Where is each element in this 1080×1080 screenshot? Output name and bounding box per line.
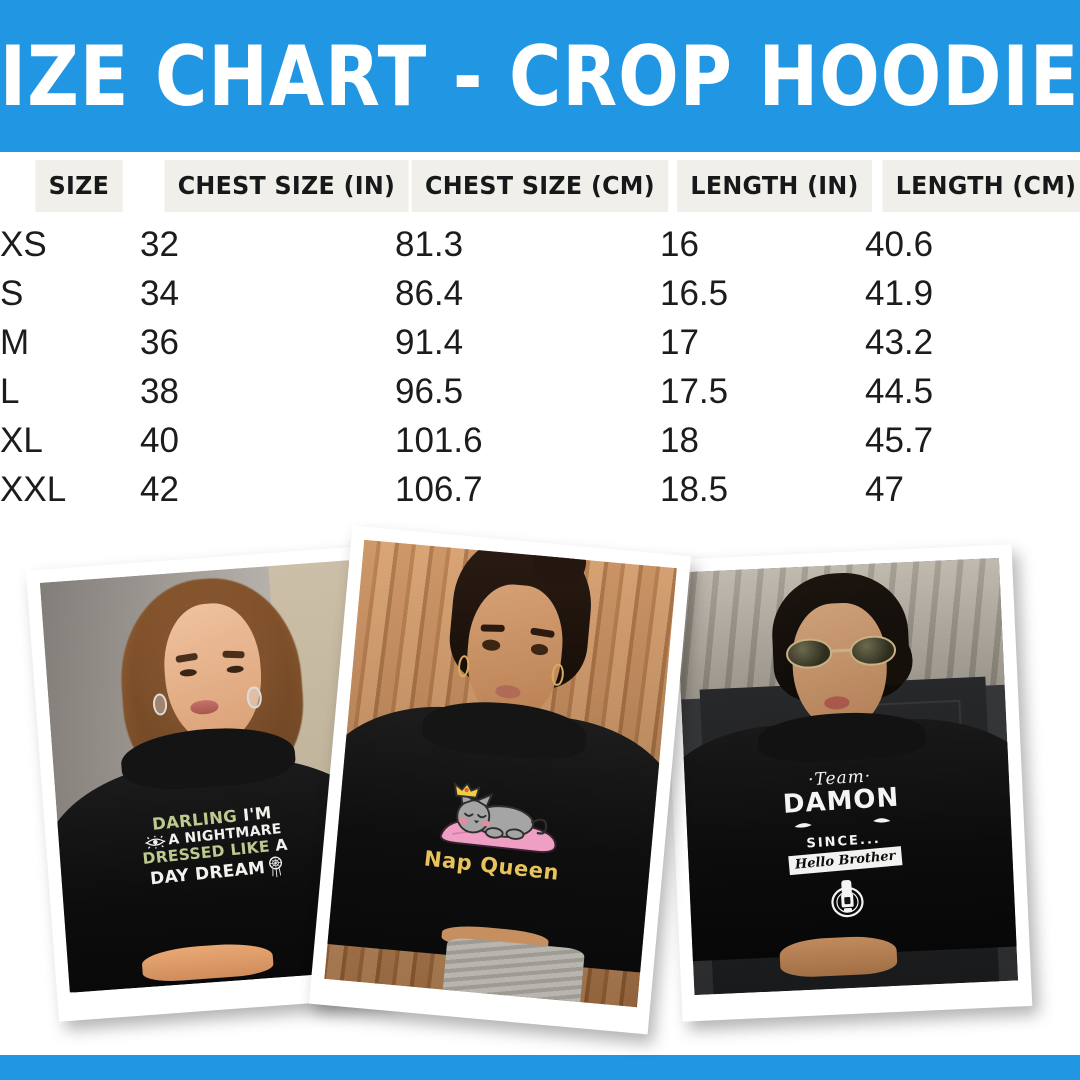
cell-length-in: 16.5 <box>660 273 729 313</box>
model-sweatpants <box>443 937 586 1003</box>
sunglasses-lens-right <box>849 634 897 667</box>
sleeping-cat-icon <box>396 776 597 863</box>
cell-length-in: 17 <box>660 322 699 362</box>
header-band: SIZE CHART - CROP HOODIES <box>0 0 1080 152</box>
page-title: SIZE CHART - CROP HOODIES <box>0 27 1080 125</box>
hoodie-print-team-damon: ·Team· DAMON SINCE... Hello Brother <box>745 763 942 925</box>
cell-size: XXL <box>0 469 67 509</box>
ring-emblem-icon <box>825 871 868 919</box>
cell-chest-cm: 96.5 <box>395 371 464 411</box>
cell-length-cm: 43.2 <box>865 322 934 362</box>
cell-chest-in: 40 <box>140 420 179 460</box>
print-word-a: A <box>274 836 289 856</box>
sunglasses-icon <box>785 634 897 670</box>
model-eyebrow-left <box>480 624 505 633</box>
hoodie-print-nap-queen: Nap Queen <box>394 776 597 887</box>
crow-icon <box>748 810 937 840</box>
cell-size: XS <box>0 224 47 264</box>
photo-image-nap-queen: Nap Queen <box>324 539 677 1008</box>
table-row: S 34 86.4 16.5 41.9 <box>0 269 1080 318</box>
cell-chest-in: 36 <box>140 322 179 362</box>
cell-chest-in: 32 <box>140 224 179 264</box>
cell-length-cm: 44.5 <box>865 371 934 411</box>
cell-chest-in: 42 <box>140 469 179 509</box>
cell-length-cm: 47 <box>865 469 904 509</box>
cell-chest-cm: 91.4 <box>395 322 464 362</box>
table-row: XS 32 81.3 16 40.6 <box>0 220 1080 269</box>
column-header-chest-in: CHEST SIZE (IN) <box>140 152 409 220</box>
model-eyebrow-right <box>222 650 245 659</box>
sunglasses-bridge <box>831 649 851 653</box>
size-chart-table: SIZE CHEST SIZE (IN) CHEST SIZE (CM) LEN… <box>0 152 1080 514</box>
cell-chest-cm: 106.7 <box>395 469 483 509</box>
cell-length-in: 18.5 <box>660 469 729 509</box>
cell-length-cm: 41.9 <box>865 273 934 313</box>
cell-size: S <box>0 273 24 313</box>
column-header-length-cm: LENGTH (CM) <box>865 152 1080 220</box>
photo-image-darling: DARLING I'M A NIGHTMARE <box>39 560 380 993</box>
footer-band <box>0 1055 1080 1080</box>
cell-chest-in: 34 <box>140 273 179 313</box>
eye-icon <box>145 835 166 850</box>
table-row: XXL 42 106.7 18.5 47 <box>0 465 1080 514</box>
model-midriff <box>779 935 898 979</box>
table-row: XL 40 101.6 18 45.7 <box>0 416 1080 465</box>
cell-chest-cm: 86.4 <box>395 273 464 313</box>
product-photo-team-damon: ·Team· DAMON SINCE... Hello Brother <box>661 544 1033 1022</box>
cell-size: M <box>0 322 30 362</box>
cell-length-in: 18 <box>660 420 699 460</box>
product-photo-nap-queen: Nap Queen <box>308 525 692 1035</box>
cell-length-cm: 45.7 <box>865 420 934 460</box>
table-header-row: SIZE CHEST SIZE (IN) CHEST SIZE (CM) LEN… <box>0 152 1080 220</box>
table-row: M 36 91.4 17 43.2 <box>0 318 1080 367</box>
cell-size: XL <box>0 420 43 460</box>
sunglasses-lens-left <box>785 637 833 670</box>
photo-image-team-damon: ·Team· DAMON SINCE... Hello Brother <box>675 557 1019 996</box>
size-chart-table-area: SIZE CHEST SIZE (IN) CHEST SIZE (CM) LEN… <box>0 152 1080 537</box>
cell-length-cm: 40.6 <box>865 224 934 264</box>
cell-chest-cm: 81.3 <box>395 224 464 264</box>
cell-chest-in: 38 <box>140 371 179 411</box>
cell-size: L <box>0 371 20 411</box>
print-line-2: A NIGHTMARE <box>105 818 323 856</box>
column-header-chest-cm: CHEST SIZE (CM) <box>395 152 669 220</box>
cell-length-in: 16 <box>660 224 699 264</box>
hoodie-print-darling: DARLING I'M A NIGHTMARE <box>103 799 326 896</box>
product-photo-collage: DARLING I'M A NIGHTMARE <box>0 525 1080 1055</box>
column-header-length-in: LENGTH (IN) <box>660 152 872 220</box>
product-photo-darling-nightmare: DARLING I'M A NIGHTMARE <box>25 546 395 1022</box>
cell-chest-cm: 101.6 <box>395 420 483 460</box>
cell-length-in: 17.5 <box>660 371 729 411</box>
column-header-size: SIZE <box>0 152 140 220</box>
print-line-4: DAY DREAM <box>108 852 326 895</box>
dreamcatcher-icon <box>266 856 285 880</box>
table-row: L 38 96.5 17.5 44.5 <box>0 367 1080 416</box>
